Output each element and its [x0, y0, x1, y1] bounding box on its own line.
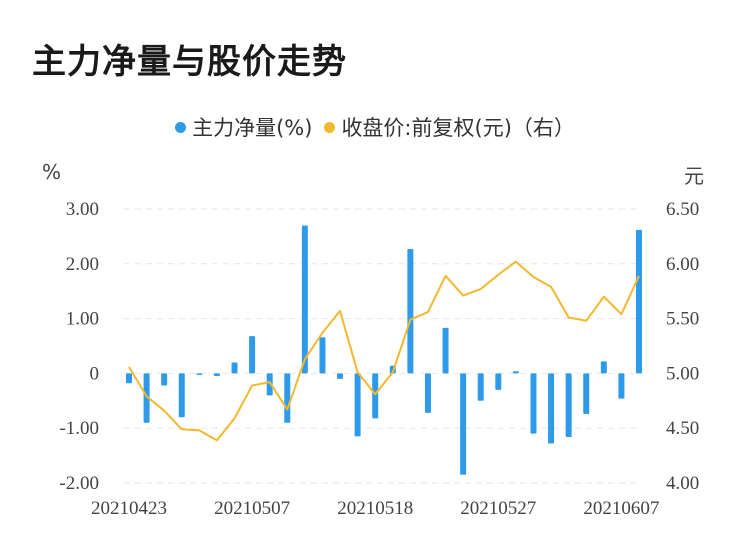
right-axis-tick-label: 4.50 [666, 418, 699, 439]
net-volume-bar [337, 373, 344, 379]
right-axis-tick-label: 4.00 [666, 473, 699, 494]
net-volume-bar [407, 249, 414, 374]
bar-series-dot-icon [175, 121, 187, 133]
net-volume-bar [301, 225, 308, 374]
net-volume-bar [495, 373, 502, 390]
net-volume-bar [477, 373, 484, 401]
left-axis-tick-label: 0 [90, 363, 100, 384]
net-volume-bar [196, 373, 203, 375]
net-volume-bar [442, 327, 449, 374]
legend-item-close-price[interactable]: 收盘价:前复权(元)（右） [324, 112, 575, 142]
net-volume-bar [161, 373, 168, 386]
x-axis-tick-label: 20210507 [214, 498, 290, 519]
x-axis-tick-label: 20210527 [460, 498, 536, 519]
x-axis-tick-label: 20210423 [91, 498, 167, 519]
net-volume-bar [319, 337, 326, 374]
net-volume-bar [178, 373, 185, 418]
net-volume-bar [424, 373, 431, 413]
net-volume-bar [284, 373, 291, 423]
net-volume-bar [249, 336, 256, 374]
net-volume-bar [636, 229, 642, 374]
net-volume-bar [600, 361, 607, 374]
legend-label-net-volume: 主力净量(%) [192, 116, 313, 140]
left-axis-tick-label: -2.00 [59, 473, 99, 494]
net-volume-bar [143, 373, 150, 423]
legend-label-close-price: 收盘价:前复权(元)（右） [341, 116, 575, 140]
left-axis-tick-label: -1.00 [59, 418, 99, 439]
net-volume-bar [126, 373, 132, 384]
close-price-line [128, 260, 640, 442]
left-axis-unit: % [42, 160, 62, 184]
right-axis-tick-label: 6.00 [666, 254, 699, 275]
left-axis-tick-label: 1.00 [66, 309, 99, 330]
net-volume-bar [548, 373, 555, 444]
net-volume-bar [354, 373, 361, 437]
net-volume-bar [372, 373, 379, 419]
right-axis-tick-label: 6.50 [666, 199, 699, 220]
net-volume-bar [530, 373, 537, 434]
net-volume-bar [460, 373, 467, 475]
legend-item-net-volume[interactable]: 主力净量(%) [175, 112, 312, 142]
net-volume-bar [213, 373, 220, 377]
chart-title: 主力净量与股价走势 [32, 42, 347, 82]
net-volume-bar [565, 373, 572, 437]
line-series-dot-icon [324, 121, 336, 133]
right-axis-tick-label: 5.50 [666, 309, 699, 330]
net-volume-bar [618, 373, 625, 399]
x-axis-tick-label: 20210518 [337, 498, 413, 519]
net-volume-bar [266, 373, 273, 396]
right-axis-unit: 元 [684, 164, 704, 188]
right-axis-tick-label: 5.00 [666, 363, 699, 384]
net-volume-bar [231, 362, 238, 374]
net-volume-bar [583, 373, 590, 414]
x-axis-tick-label: 20210607 [583, 498, 659, 519]
left-axis-tick-label: 2.00 [66, 254, 99, 275]
legend: 主力净量(%) 收盘价:前复权(元)（右） [0, 112, 750, 142]
net-volume-bar [512, 371, 519, 374]
left-axis-tick-label: 3.00 [66, 199, 99, 220]
